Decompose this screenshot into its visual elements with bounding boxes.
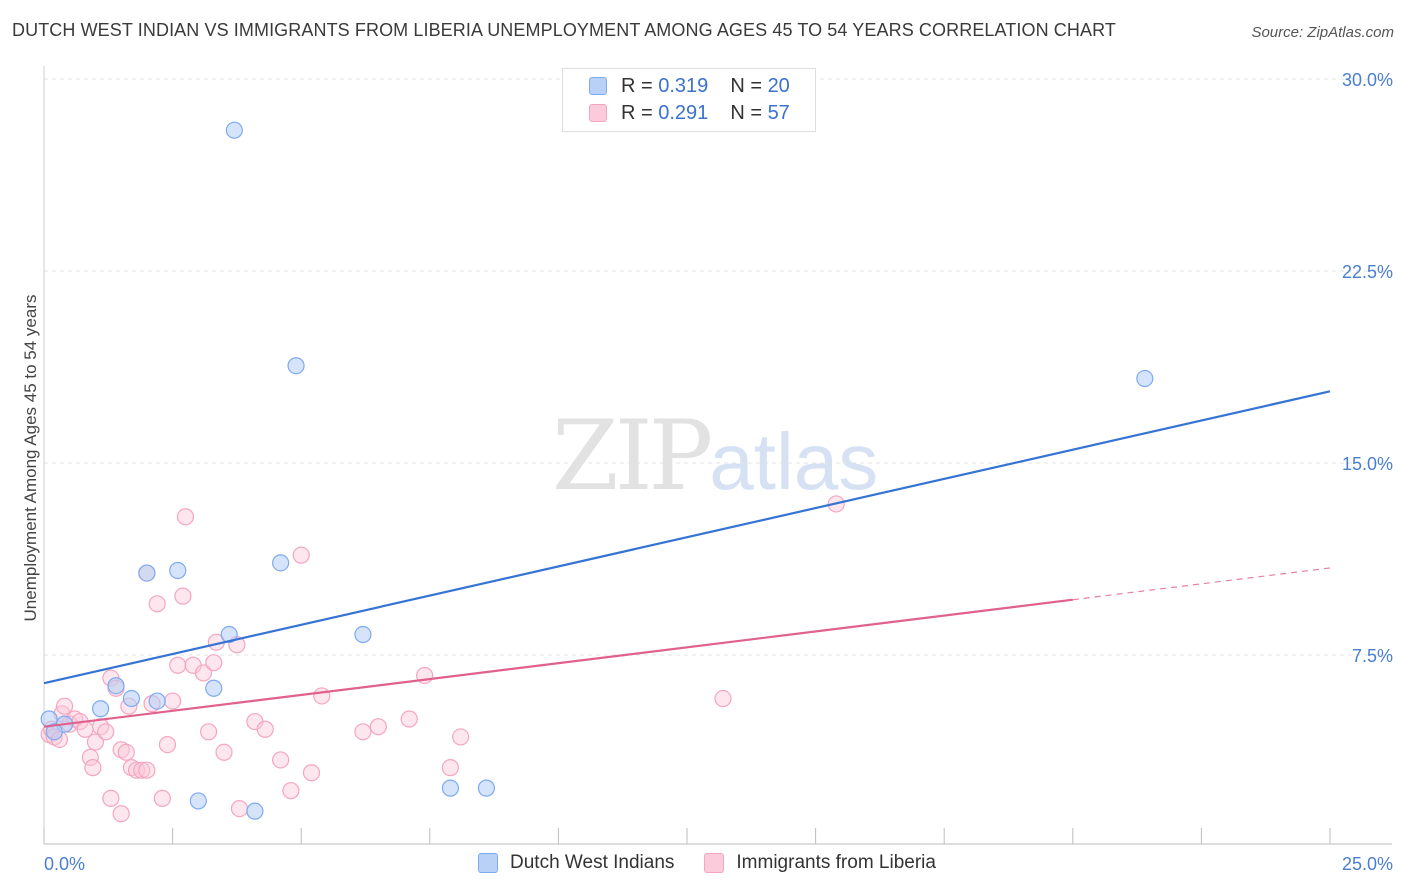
liberia-point — [292, 546, 310, 564]
legend-label-dutch: Dutch West Indians — [510, 852, 675, 873]
liberia-point — [194, 664, 213, 682]
dutch-point — [91, 700, 110, 718]
liberia-point — [148, 595, 166, 613]
liberia-point — [102, 789, 120, 807]
liberia-point — [81, 748, 99, 767]
legend-item-dutch[interactable]: Dutch West Indians — [478, 852, 674, 874]
liberia-point — [272, 751, 290, 769]
dutch-point — [246, 802, 264, 820]
dutch-point — [220, 625, 238, 644]
liberia-point — [354, 723, 372, 741]
source-label: Source: ZipAtlas.com — [1251, 24, 1394, 41]
liberia-point — [169, 656, 187, 674]
liberia-point — [441, 759, 459, 777]
liberia-point — [714, 689, 732, 708]
x-tick-label: 0.0% — [44, 854, 85, 874]
chart-title: DUTCH WEST INDIAN VS IMMIGRANTS FROM LIB… — [12, 20, 1116, 40]
watermark: ZIPatlas — [552, 400, 878, 512]
dutch-legend-swatch-icon — [478, 853, 498, 873]
n-value-liberia: 57 — [767, 101, 790, 124]
liberia-point — [97, 723, 115, 741]
dutch-point — [354, 625, 372, 644]
r-label: R = — [621, 101, 653, 124]
liberia-point — [153, 789, 171, 807]
liberia-point — [282, 782, 300, 800]
liberia-point — [55, 697, 74, 715]
watermark-atlas: atlas — [709, 417, 879, 506]
n-value-dutch: 20 — [767, 74, 790, 97]
liberia-point — [369, 718, 387, 736]
dutch-trend-line — [43, 390, 1331, 685]
dutch-point — [477, 779, 495, 797]
r-value-dutch: 0.319 — [658, 74, 709, 97]
y-tick-label: 15.0% — [1342, 454, 1393, 474]
liberia-trend-extension — [1072, 567, 1331, 601]
y-tick-label: 22.5% — [1342, 262, 1393, 282]
liberia-point — [302, 764, 321, 782]
liberia-point — [452, 728, 470, 746]
legend-label-liberia: Immigrants from Liberia — [736, 852, 936, 873]
liberia-point — [313, 687, 331, 705]
liberia-legend-swatch-icon — [704, 853, 725, 873]
liberia-point — [112, 805, 130, 823]
dutch-point — [148, 692, 166, 710]
dutch-point — [205, 679, 223, 697]
liberia-point — [86, 733, 105, 751]
r-label: R = — [621, 74, 653, 97]
dutch-point — [189, 792, 207, 810]
liberia-point — [133, 761, 151, 779]
x-tick-label: 25.0% — [1342, 854, 1393, 874]
dutch-swatch-icon — [589, 77, 607, 95]
dutch-point — [45, 723, 63, 741]
series-legend: Dutch West Indians Immigrants from Liber… — [478, 852, 966, 874]
liberia-point — [158, 735, 177, 754]
liberia-point — [200, 723, 218, 741]
correlation-legend: R = 0.319 N = 20 R = 0.291 N = 57 — [562, 68, 816, 132]
dutch-point — [1136, 369, 1154, 388]
liberia-point — [230, 799, 249, 818]
liberia-point — [256, 720, 274, 738]
dutch-point — [138, 564, 156, 582]
liberia-point — [138, 761, 156, 779]
dutch-point — [272, 554, 290, 572]
watermark-zip: ZIP — [552, 400, 713, 512]
dutch-point — [287, 357, 305, 375]
dutch-point — [169, 561, 187, 580]
legend-row-dutch: R = 0.319 N = 20 — [589, 73, 790, 99]
dutch-point — [107, 677, 125, 695]
dutch-point — [225, 121, 243, 139]
liberia-point — [205, 654, 223, 672]
liberia-point — [117, 743, 135, 761]
liberia-swatch-icon — [589, 104, 607, 122]
dutch-point — [441, 779, 459, 797]
n-label: N = — [730, 74, 762, 97]
liberia-trend-line — [43, 598, 1073, 728]
liberia-point — [215, 743, 233, 761]
liberia-point — [400, 710, 418, 728]
legend-row-liberia: R = 0.291 N = 57 — [589, 100, 790, 126]
liberia-point — [174, 587, 192, 605]
n-label: N = — [730, 101, 762, 124]
r-value-liberia: 0.291 — [658, 101, 709, 124]
legend-item-liberia[interactable]: Immigrants from Liberia — [704, 852, 936, 874]
liberia-point — [84, 759, 102, 777]
y-axis-title: Unemployment Among Ages 45 to 54 years — [21, 295, 40, 622]
dutch-point — [122, 689, 141, 708]
y-tick-label: 30.0% — [1342, 70, 1393, 90]
liberia-point — [176, 508, 195, 526]
liberia-point — [164, 692, 182, 710]
y-tick-label: 7.5% — [1352, 646, 1393, 666]
